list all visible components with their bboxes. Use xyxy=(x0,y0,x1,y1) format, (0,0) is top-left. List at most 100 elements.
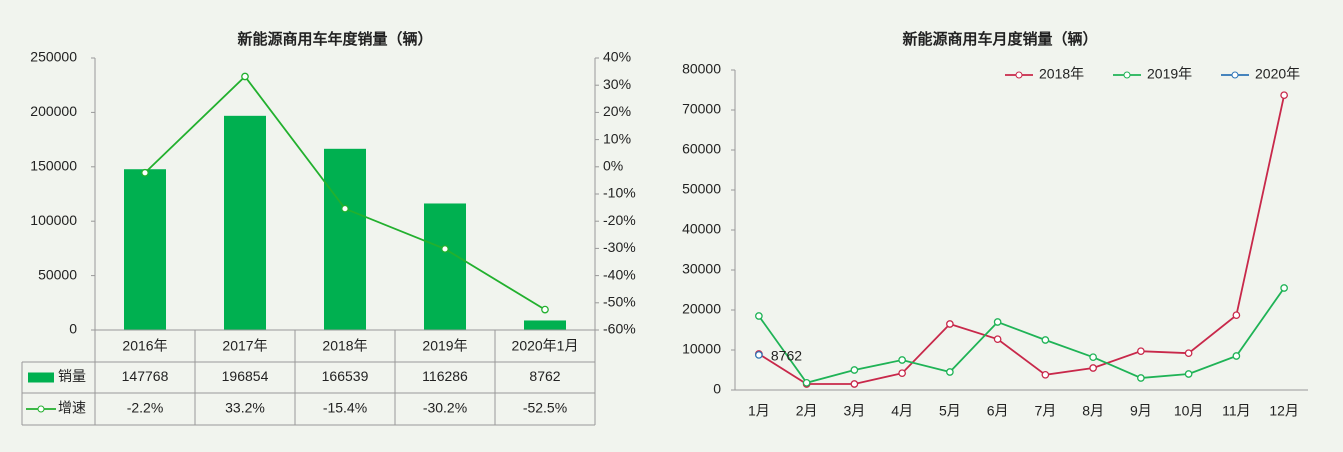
line-marker xyxy=(1089,364,1097,372)
x-tick-label: 2017年 xyxy=(222,338,267,354)
line-marker xyxy=(898,369,906,378)
y-tick-label: 100000 xyxy=(30,212,77,228)
line-marker xyxy=(1089,353,1097,362)
line-marker xyxy=(1280,91,1288,100)
y-tick-label: 50000 xyxy=(682,181,721,197)
legend-label: 2020年 xyxy=(1255,66,1300,82)
x-tick-label: 8月 xyxy=(1082,403,1104,419)
line-marker xyxy=(755,312,763,320)
bar xyxy=(124,169,166,330)
line-marker xyxy=(850,380,859,388)
x-tick-label: 11月 xyxy=(1222,403,1251,419)
line-marker xyxy=(241,72,249,81)
line-marker xyxy=(541,305,549,314)
table-cell: 196854 xyxy=(222,368,269,384)
x-tick-label: 4月 xyxy=(891,403,913,419)
chart-title: 新能源商用车月度销量（辆） xyxy=(902,30,1097,48)
y2-tick-label: -40% xyxy=(603,266,636,282)
y-tick-label: 60000 xyxy=(682,141,721,157)
y2-tick-label: 0% xyxy=(603,158,623,174)
line-marker xyxy=(1280,284,1288,292)
x-tick-label: 9月 xyxy=(1130,403,1152,419)
y-tick-label: 0 xyxy=(69,321,77,337)
x-tick-label: 2月 xyxy=(796,403,818,419)
bar xyxy=(324,148,366,330)
legend-swatch xyxy=(28,372,54,383)
line-marker xyxy=(1041,336,1050,344)
line-marker xyxy=(1137,374,1145,382)
x-tick-label: 2016年 xyxy=(122,338,167,354)
y-tick-label: 200000 xyxy=(30,103,77,119)
table-cell: 116286 xyxy=(422,368,468,384)
line-marker xyxy=(993,335,1002,344)
line-marker xyxy=(1232,311,1241,320)
line-marker xyxy=(993,318,1002,326)
table-cell: 147768 xyxy=(122,368,169,384)
line-marker xyxy=(1137,347,1145,356)
line-marker xyxy=(946,320,954,328)
line-marker xyxy=(850,366,859,374)
legend-label: 2018年 xyxy=(1039,66,1084,82)
table-cell: 33.2% xyxy=(225,400,265,416)
series-line xyxy=(758,287,1285,384)
legend-label: 增速 xyxy=(58,400,86,416)
y2-tick-label: 20% xyxy=(603,103,631,119)
legend-marker xyxy=(1123,71,1131,79)
y-tick-label: 0 xyxy=(713,381,721,397)
x-tick-label: 1月 xyxy=(748,403,770,419)
x-tick-label: 10月 xyxy=(1174,403,1204,419)
y-tick-label: 10000 xyxy=(682,341,721,357)
y-tick-label: 150000 xyxy=(30,158,77,174)
y-tick-label: 80000 xyxy=(682,61,721,77)
chart-title: 新能源商用车年度销量（辆） xyxy=(237,30,432,48)
line-marker xyxy=(946,368,954,376)
y2-tick-label: 30% xyxy=(603,76,631,92)
x-tick-label: 5月 xyxy=(939,403,961,419)
line-marker xyxy=(1232,352,1241,360)
y-tick-label: 30000 xyxy=(682,261,721,277)
y2-tick-label: -10% xyxy=(603,185,636,201)
table-cell: -2.2% xyxy=(127,400,164,416)
y2-tick-label: -60% xyxy=(603,321,636,337)
line-marker xyxy=(898,356,906,364)
table-cell: -52.5% xyxy=(523,400,567,416)
table-cell: 8762 xyxy=(529,368,560,384)
y2-tick-label: -50% xyxy=(603,294,636,310)
x-tick-label: 2019年 xyxy=(422,338,467,354)
legend-marker xyxy=(1231,71,1239,79)
x-tick-label: 7月 xyxy=(1034,403,1056,419)
data-label: 8762 xyxy=(771,348,802,364)
legend-marker xyxy=(1015,71,1023,79)
y-tick-label: 40000 xyxy=(682,221,721,237)
line-marker xyxy=(1184,349,1193,358)
line-marker xyxy=(1184,370,1193,378)
bar xyxy=(524,320,566,330)
x-tick-label: 2020年1月 xyxy=(512,338,579,354)
line-marker xyxy=(755,351,763,359)
bar xyxy=(424,203,466,330)
y2-tick-label: -20% xyxy=(603,212,636,228)
table-cell: -15.4% xyxy=(323,400,367,416)
y2-tick-label: 10% xyxy=(603,130,631,146)
line-marker xyxy=(441,245,449,253)
legend-marker xyxy=(37,405,45,413)
y-tick-label: 50000 xyxy=(38,266,77,282)
y-tick-label: 20000 xyxy=(682,301,721,317)
table-cell: -30.2% xyxy=(423,400,467,416)
y2-tick-label: -30% xyxy=(603,239,636,255)
y-tick-label: 250000 xyxy=(30,49,77,65)
y2-tick-label: 40% xyxy=(603,49,631,65)
bar xyxy=(224,115,266,330)
legend-label: 2019年 xyxy=(1147,66,1192,82)
x-tick-label: 6月 xyxy=(987,403,1009,419)
x-tick-label: 2018年 xyxy=(322,338,367,354)
line-marker xyxy=(802,378,811,387)
line-marker xyxy=(1041,370,1050,379)
line-marker xyxy=(341,204,349,213)
series-line xyxy=(758,95,1286,385)
line-marker xyxy=(141,168,149,177)
x-tick-label: 3月 xyxy=(843,403,865,419)
table-cell: 166539 xyxy=(322,368,369,384)
x-tick-label: 12月 xyxy=(1269,403,1299,419)
